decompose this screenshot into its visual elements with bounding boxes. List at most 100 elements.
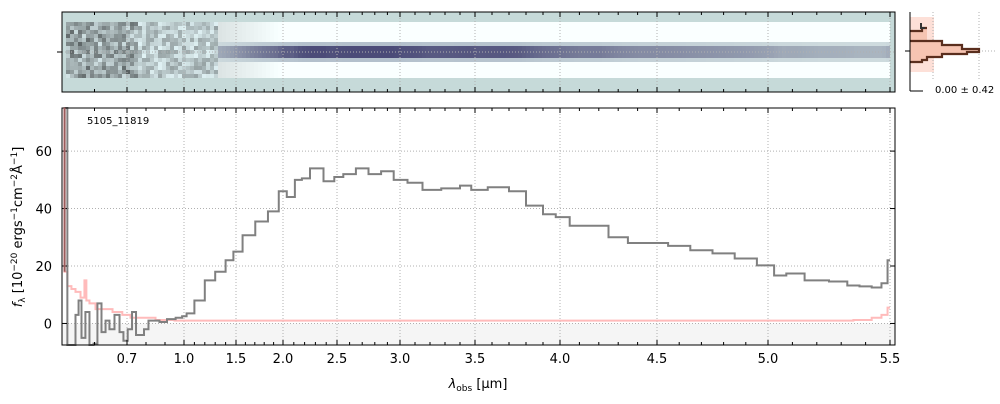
2d-spectrum-pixel (758, 54, 762, 58)
2d-spectrum-pixel (146, 74, 150, 78)
2d-spectrum-pixel (66, 30, 70, 34)
2d-spectrum-pixel (734, 46, 738, 50)
2d-spectrum-pixel (474, 30, 478, 34)
2d-spectrum-pixel (494, 38, 498, 42)
2d-spectrum-pixel (190, 66, 194, 70)
2d-spectrum-pixel (750, 30, 754, 34)
2d-spectrum-pixel (318, 26, 322, 30)
2d-spectrum-pixel (766, 30, 770, 34)
2d-spectrum-pixel (138, 66, 142, 70)
2d-spectrum-pixel (270, 54, 274, 58)
2d-spectrum-pixel (750, 66, 754, 70)
2d-spectrum-pixel (490, 26, 494, 30)
2d-spectrum-pixel (454, 22, 458, 26)
2d-spectrum-pixel (630, 34, 634, 38)
2d-spectrum-pixel (446, 34, 450, 38)
2d-spectrum-pixel (266, 30, 270, 34)
2d-spectrum-pixel (358, 38, 362, 42)
2d-spectrum-pixel (274, 58, 278, 62)
2d-spectrum-pixel (358, 54, 362, 58)
2d-spectrum-pixel (90, 62, 94, 66)
2d-spectrum-pixel (814, 34, 818, 38)
2d-spectrum-pixel (730, 34, 734, 38)
2d-spectrum-pixel (858, 62, 862, 66)
2d-spectrum-pixel (726, 70, 730, 74)
x-tick-label: 2.0 (273, 352, 294, 367)
2d-spectrum-pixel (490, 22, 494, 26)
2d-spectrum-pixel (734, 30, 738, 34)
2d-spectrum-pixel (310, 38, 314, 42)
2d-spectrum-pixel (854, 22, 858, 26)
2d-spectrum-pixel (82, 42, 86, 46)
2d-spectrum-pixel (258, 70, 262, 74)
2d-spectrum-pixel (430, 38, 434, 42)
2d-spectrum-pixel (86, 46, 90, 50)
2d-spectrum-pixel (338, 58, 342, 62)
2d-spectrum-pixel (678, 34, 682, 38)
2d-spectrum-pixel (74, 62, 78, 66)
2d-spectrum-pixel (782, 30, 786, 34)
2d-spectrum-pixel (690, 30, 694, 34)
2d-spectrum-pixel (158, 58, 162, 62)
2d-spectrum-pixel (278, 34, 282, 38)
2d-spectrum-pixel (590, 26, 594, 30)
2d-spectrum-pixel (294, 42, 298, 46)
2d-spectrum-pixel (746, 70, 750, 74)
2d-spectrum-pixel (786, 62, 790, 66)
2d-spectrum-pixel (134, 30, 138, 34)
2d-spectrum-pixel (274, 54, 278, 58)
object-label: 5105_11819 (87, 116, 149, 127)
2d-spectrum-pixel (138, 22, 142, 26)
2d-spectrum-pixel (510, 42, 514, 46)
2d-spectrum-pixel (826, 26, 830, 30)
2d-spectrum-pixel (98, 74, 102, 78)
2d-spectrum-pixel (598, 26, 602, 30)
2d-spectrum-pixel (246, 66, 250, 70)
2d-spectrum-pixel (582, 46, 586, 50)
2d-spectrum-pixel (878, 22, 882, 26)
2d-spectrum-pixel (254, 62, 258, 66)
2d-spectrum-pixel (386, 66, 390, 70)
2d-spectrum-pixel (570, 62, 574, 66)
2d-spectrum-pixel (338, 34, 342, 38)
2d-spectrum-pixel (702, 62, 706, 66)
2d-spectrum-pixel (458, 62, 462, 66)
2d-spectrum-pixel (90, 66, 94, 70)
2d-spectrum-pixel (378, 30, 382, 34)
2d-spectrum-pixel (474, 70, 478, 74)
2d-spectrum-pixel (130, 34, 134, 38)
2d-spectrum-pixel (242, 62, 246, 66)
2d-spectrum-pixel (238, 66, 242, 70)
2d-spectrum-pixel (190, 22, 194, 26)
2d-spectrum-pixel (834, 42, 838, 46)
2d-spectrum-pixel (774, 66, 778, 70)
2d-spectrum-pixel (330, 54, 334, 58)
2d-spectrum-pixel (602, 70, 606, 74)
2d-spectrum-pixel (774, 74, 778, 78)
2d-spectrum-pixel (642, 22, 646, 26)
2d-spectrum-pixel (82, 58, 86, 62)
2d-spectrum-pixel (350, 46, 354, 50)
2d-spectrum-pixel (734, 70, 738, 74)
2d-spectrum-pixel (510, 22, 514, 26)
2d-spectrum-pixel (466, 30, 470, 34)
2d-spectrum-pixel (118, 26, 122, 30)
2d-spectrum-pixel (722, 22, 726, 26)
2d-spectrum-pixel (410, 58, 414, 62)
2d-spectrum-pixel (622, 38, 626, 42)
2d-spectrum-pixel (606, 42, 610, 46)
2d-spectrum-pixel (482, 70, 486, 74)
2d-spectrum-pixel (434, 62, 438, 66)
2d-spectrum-pixel (206, 54, 210, 58)
2d-spectrum-pixel (750, 46, 754, 50)
2d-spectrum-pixel (158, 54, 162, 58)
2d-spectrum-pixel (502, 38, 506, 42)
2d-spectrum-pixel (78, 46, 82, 50)
2d-spectrum-pixel (822, 66, 826, 70)
2d-spectrum-pixel (806, 58, 810, 62)
2d-spectrum-pixel (690, 46, 694, 50)
2d-spectrum-pixel (118, 34, 122, 38)
2d-spectrum-pixel (322, 58, 326, 62)
2d-spectrum-pixel (818, 74, 822, 78)
2d-spectrum-pixel (314, 62, 318, 66)
